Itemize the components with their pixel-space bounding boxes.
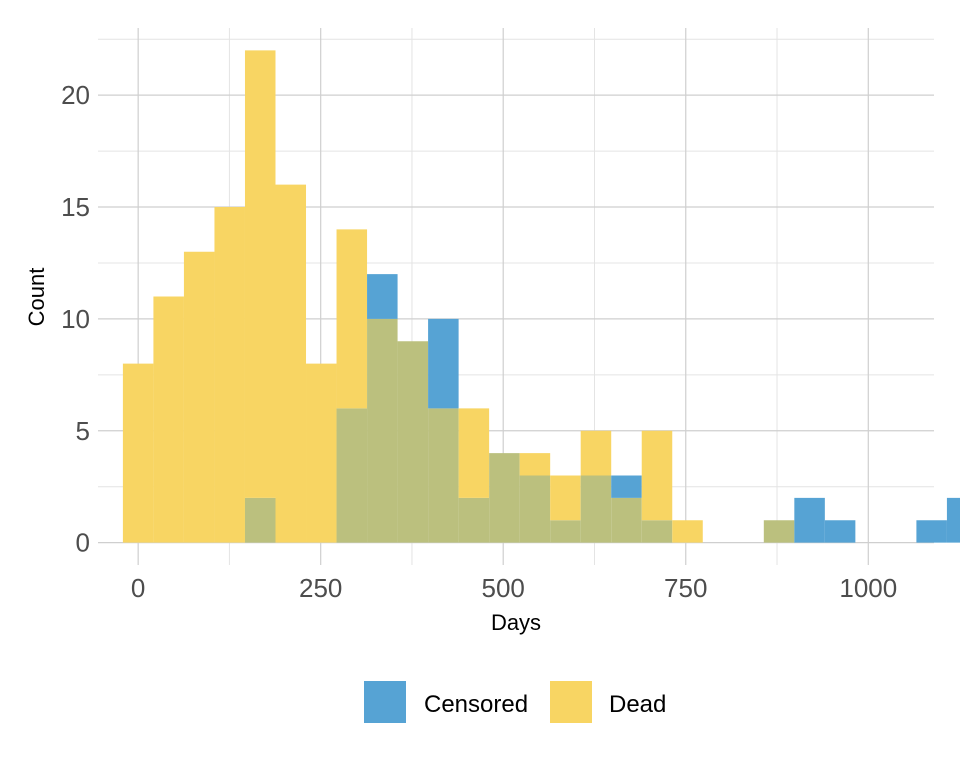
bar-dead — [641, 430, 673, 521]
bar-dead — [214, 207, 245, 543]
bar-overlap — [397, 341, 429, 543]
bar-overlap — [367, 318, 398, 543]
bar-dead — [122, 363, 154, 543]
bar-dead — [244, 50, 276, 498]
y-tick-label: 5 — [76, 416, 90, 446]
bar-dead — [458, 408, 490, 498]
grid-major — [98, 28, 934, 565]
bar-censored — [946, 497, 960, 543]
x-axis-ticks: 0 250 500 750 1000 — [131, 573, 897, 603]
bar-dead — [183, 251, 215, 543]
bar-dead — [519, 453, 551, 476]
bar-overlap — [580, 475, 612, 543]
y-tick-label: 20 — [61, 80, 90, 110]
x-tick-label: 250 — [299, 573, 342, 603]
x-tick-label: 750 — [664, 573, 707, 603]
bar-dead — [550, 475, 581, 521]
bar-censored — [611, 475, 642, 498]
y-axis-ticks: 0 5 10 15 20 — [61, 80, 90, 558]
bar-dead — [672, 520, 703, 543]
bar-censored — [367, 274, 398, 319]
bar-overlap — [550, 520, 581, 543]
bar-overlap — [763, 520, 795, 543]
y-tick-label: 15 — [61, 192, 90, 222]
y-tick-label: 0 — [76, 528, 90, 558]
bar-censored — [428, 318, 459, 409]
x-tick-label: 0 — [131, 573, 145, 603]
bar-overlap — [641, 520, 673, 543]
bar-censored — [824, 520, 856, 543]
bar-overlap — [611, 497, 642, 543]
x-tick-label: 500 — [482, 573, 525, 603]
bar-dead — [306, 363, 337, 543]
legend-label-censored: Censored — [424, 691, 528, 718]
legend-swatch-censored — [364, 681, 406, 723]
bar-overlap — [428, 408, 459, 543]
bar-overlap — [458, 497, 490, 543]
bar-overlap — [244, 497, 276, 543]
y-axis-title: Count — [24, 268, 49, 327]
bar-censored — [916, 520, 947, 543]
bar-overlap — [519, 475, 551, 543]
bar-dead — [153, 296, 184, 543]
bar-dead — [580, 430, 612, 476]
bar-dead — [336, 229, 368, 409]
x-axis-title: Days — [491, 610, 541, 635]
legend: Censored Dead — [364, 681, 666, 723]
legend-label-dead: Dead — [609, 691, 666, 718]
bar-overlap — [489, 453, 520, 543]
bar-overlap — [336, 408, 368, 543]
bar-censored — [794, 497, 825, 543]
x-tick-label: 1000 — [839, 573, 897, 603]
bar-dead — [275, 184, 307, 543]
histogram-bars — [122, 50, 960, 543]
y-tick-label: 10 — [61, 304, 90, 334]
legend-swatch-dead — [550, 681, 592, 723]
